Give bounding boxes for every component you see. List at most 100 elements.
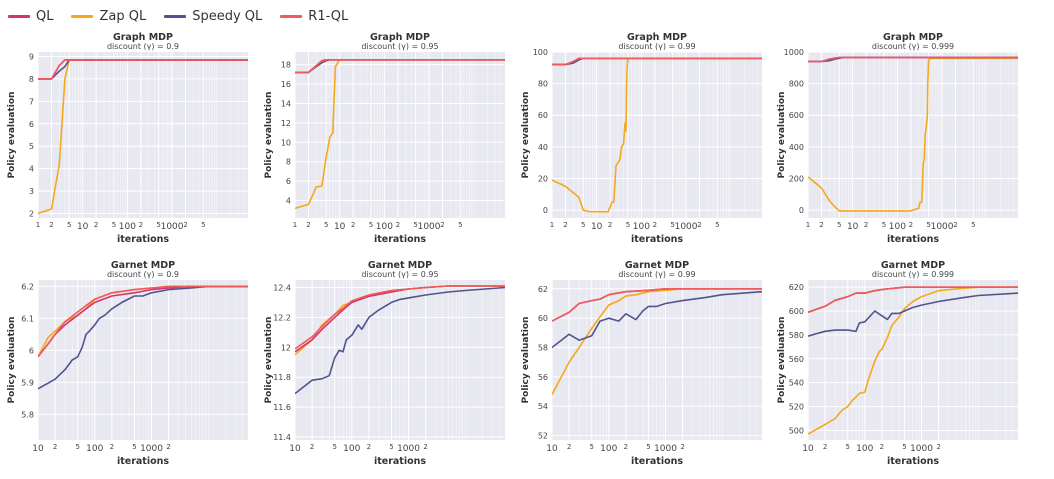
x-tick-label: 100 xyxy=(86,444,103,454)
y-axis-label: Policy evaluation xyxy=(777,317,787,404)
y-tick-label: 14 xyxy=(281,99,291,108)
x-tick-label: 1000 xyxy=(931,222,954,232)
y-tick-label: 4 xyxy=(29,165,34,174)
x-tick-label: 2 xyxy=(680,443,684,451)
x-tick-label: 1000 xyxy=(140,444,163,454)
y-axis-label: Policy evaluation xyxy=(521,317,531,404)
x-axis-label: iterations xyxy=(887,456,939,467)
x-tick-label: 100 xyxy=(119,222,136,232)
x-tick-label: 2 xyxy=(49,221,53,229)
x-tick-label: 2 xyxy=(823,443,827,451)
x-tick-label: 10 xyxy=(32,444,44,454)
chart-subtitle: discount (γ) = 0.99 xyxy=(618,270,695,279)
x-tick-label: 100 xyxy=(889,222,906,232)
x-tick-label: 5 xyxy=(845,443,849,451)
x-tick-label: 5 xyxy=(882,221,886,229)
y-tick-label: 62 xyxy=(538,285,548,294)
x-tick-label: 5 xyxy=(389,443,393,451)
y-tick-label: 2 xyxy=(29,210,34,219)
x-tick-label: 1000 xyxy=(397,444,420,454)
y-tick-label: 52 xyxy=(538,432,548,441)
x-tick-label: 1 xyxy=(550,221,554,229)
series-line-zap-ql xyxy=(295,58,505,210)
x-tick-label: 1000 xyxy=(418,222,441,232)
x-tick-label: 5 xyxy=(926,221,930,229)
chart-title: Graph MDP xyxy=(883,32,943,43)
legend-item-speedy-ql[interactable]: Speedy QL xyxy=(164,9,262,24)
y-tick-label: 80 xyxy=(538,80,548,89)
x-tick-label: 5 xyxy=(201,221,205,229)
y-tick-label: 3 xyxy=(29,187,34,196)
x-tick-label: 2 xyxy=(864,221,868,229)
x-tick-label: 5 xyxy=(715,221,719,229)
series-line-r1-ql xyxy=(295,58,505,74)
chart-panel-8: 10 2 5 100 2 5 1000 2500520540560580600620Garne… xyxy=(777,260,1018,467)
y-tick-label: 0 xyxy=(799,206,804,215)
chart-title: Graph MDP xyxy=(370,32,430,43)
y-axis-label: Policy evaluation xyxy=(7,92,17,179)
legend-swatch-zap-ql xyxy=(71,14,94,18)
x-tick-label: 5 xyxy=(837,221,841,229)
minor-gridlines xyxy=(573,52,758,218)
x-tick-label: 2 xyxy=(440,221,444,229)
x-tick-label: 2 xyxy=(819,221,823,229)
chart-title: Graph MDP xyxy=(113,32,173,43)
chart-subtitle: discount (γ) = 0.999 xyxy=(872,42,954,51)
x-tick-label: 2 xyxy=(351,221,355,229)
y-tick-label: 5.8 xyxy=(21,410,34,419)
y-tick-label: 10 xyxy=(281,138,291,147)
legend-swatch-speedy-ql xyxy=(164,14,187,18)
series-line-r1-ql xyxy=(808,56,1018,63)
y-tick-label: 40 xyxy=(538,143,548,152)
x-tick-label: 5 xyxy=(332,443,336,451)
chart-panel-4: 1 2 5 10 2 5 100 2 5 1000 2 502004006008001000Graph… xyxy=(777,32,1018,245)
x-tick-label: 2 xyxy=(53,443,57,451)
series-line-r1-ql xyxy=(552,287,762,322)
legend-item-zap-ql[interactable]: Zap QL xyxy=(71,9,146,24)
chart-title: Garnet MDP xyxy=(368,260,432,271)
x-tick-label: 5 xyxy=(626,221,630,229)
x-tick-label: 5 xyxy=(132,443,136,451)
chart-title: Garnet MDP xyxy=(881,260,945,271)
x-tick-label: 1000 xyxy=(161,222,184,232)
y-tick-label: 0 xyxy=(543,206,548,215)
x-axis-label: iterations xyxy=(374,234,426,245)
y-tick-label: 5.9 xyxy=(21,378,34,387)
x-tick-label: 5 xyxy=(112,221,116,229)
y-tick-label: 9 xyxy=(29,52,34,61)
x-tick-label: 5 xyxy=(646,443,650,451)
y-tick-label: 12.4 xyxy=(273,283,291,292)
y-tick-label: 11.8 xyxy=(273,373,291,382)
x-tick-label: 10 xyxy=(546,444,558,454)
x-tick-label: 2 xyxy=(653,221,657,229)
x-tick-label: 10 xyxy=(289,444,301,454)
legend-item-ql[interactable]: QL xyxy=(8,9,53,24)
x-tick-label: 2 xyxy=(423,443,427,451)
chart-title: Garnet MDP xyxy=(111,260,175,271)
x-tick-label: 5 xyxy=(156,221,160,229)
y-tick-label: 6 xyxy=(286,177,291,186)
x-tick-label: 100 xyxy=(856,444,873,454)
x-tick-label: 5 xyxy=(581,221,585,229)
y-tick-label: 580 xyxy=(789,331,804,340)
x-tick-label: 10 xyxy=(334,222,346,232)
x-tick-label: 2 xyxy=(166,443,170,451)
chart-title: Graph MDP xyxy=(627,32,687,43)
y-tick-label: 6 xyxy=(29,120,34,129)
series-line-r1-ql xyxy=(38,59,248,80)
chart-subtitle: discount (γ) = 0.99 xyxy=(618,42,695,51)
x-tick-label: 100 xyxy=(600,444,617,454)
y-tick-label: 540 xyxy=(789,379,804,388)
y-tick-label: 6.2 xyxy=(21,282,34,291)
x-tick-label: 2 xyxy=(306,221,310,229)
y-tick-label: 520 xyxy=(789,403,804,412)
y-tick-label: 600 xyxy=(789,307,804,316)
x-tick-label: 2 xyxy=(310,443,314,451)
x-tick-label: 2 xyxy=(697,221,701,229)
x-tick-label: 2 xyxy=(94,221,98,229)
x-tick-label: 1 xyxy=(36,221,40,229)
legend-item-r1-ql[interactable]: R1-QL xyxy=(280,9,348,24)
